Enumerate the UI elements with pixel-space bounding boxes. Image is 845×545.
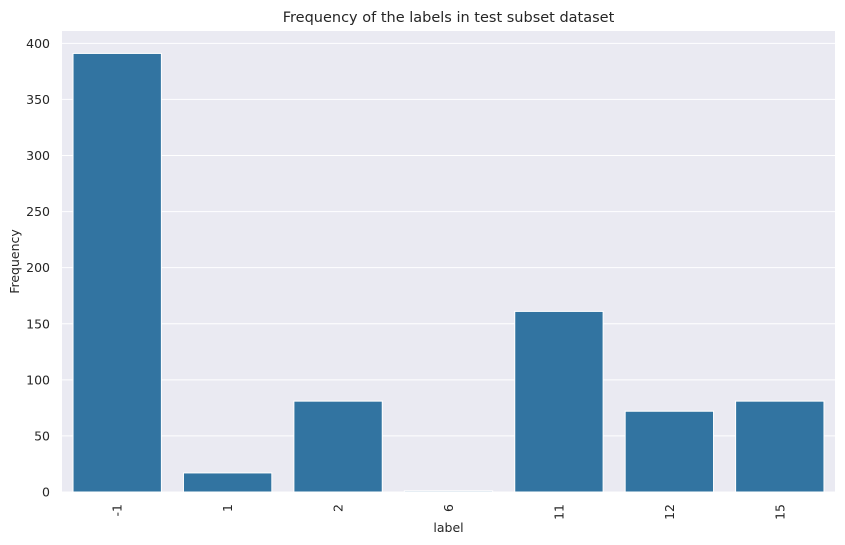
bars: [72, 52, 825, 493]
bar-6: [403, 490, 494, 493]
y-tick-label: 200: [26, 260, 50, 275]
bar--1: [72, 52, 162, 493]
y-tick-label: 300: [26, 148, 50, 163]
y-tick-label: 400: [26, 36, 50, 51]
y-axis-ticks: 0 50 100 150 200 250 300 350 400: [26, 36, 50, 500]
x-tick-label: 2: [331, 504, 346, 512]
y-tick-label: 350: [26, 92, 50, 107]
bar-15: [735, 400, 825, 493]
y-tick-label: 250: [26, 204, 50, 219]
y-axis-label: Frequency: [7, 229, 22, 294]
x-tick-label: 12: [662, 504, 677, 520]
y-tick-label: 150: [26, 316, 50, 331]
plot-area: [62, 31, 835, 492]
x-tick-label: 11: [551, 504, 566, 520]
y-tick-label: 50: [34, 428, 50, 443]
x-tick-label: 15: [772, 504, 787, 520]
grid-lines: [62, 42, 835, 493]
bar-2: [293, 400, 383, 493]
bar-11: [514, 310, 604, 493]
y-tick-label: 0: [42, 485, 50, 500]
y-tick-label: 100: [26, 372, 50, 387]
bar-1: [182, 472, 273, 493]
x-axis-label: label: [433, 520, 463, 535]
x-tick-label: -1: [110, 504, 125, 516]
x-tick-label: 6: [441, 504, 456, 512]
chart-title: Frequency of the labels in test subset d…: [283, 10, 615, 26]
bar-12: [624, 410, 715, 493]
x-axis-ticks: -1 1 2 6 11 12 15: [110, 504, 788, 520]
x-tick-label: 1: [220, 504, 235, 512]
